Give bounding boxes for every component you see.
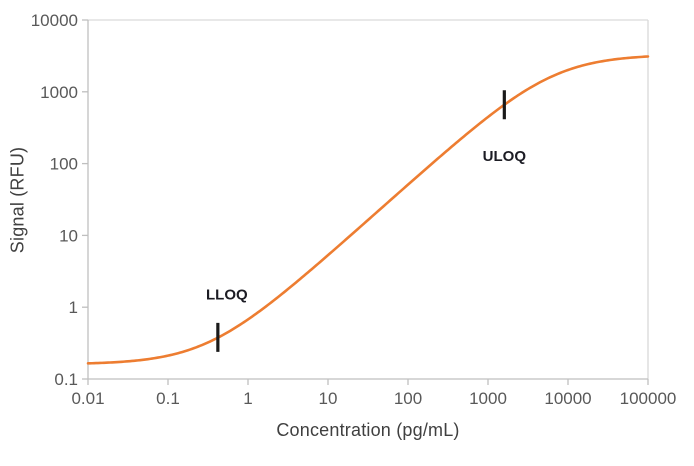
lloq-label: LLOQ — [206, 286, 248, 303]
x-axis-title: Concentration (pg/mL) — [276, 420, 460, 440]
calibration-curve-series — [86, 55, 650, 365]
x-tick-label: 100000 — [620, 389, 677, 408]
x-tick-label: 1 — [243, 389, 252, 408]
x-tick-label: 1000 — [469, 389, 507, 408]
plot-border — [88, 19, 649, 379]
axis-ticks — [82, 19, 649, 385]
y-tick-label: 100 — [50, 155, 78, 174]
calibration-curve-path — [86, 55, 650, 365]
y-axis-title: Signal (RFU) — [7, 146, 28, 254]
x-tick-label: 0.1 — [156, 389, 180, 408]
x-tick-label: 100 — [394, 389, 422, 408]
x-tick-label: 0.01 — [71, 389, 104, 408]
x-tick-label: 10 — [319, 389, 338, 408]
y-tick-label: 0.1 — [54, 370, 78, 389]
axes — [87, 20, 648, 380]
x-tick-label: 10000 — [544, 389, 591, 408]
y-tick-label: 1 — [69, 298, 78, 317]
uloq-label: ULOQ — [483, 148, 527, 165]
y-tick-label: 10 — [59, 226, 78, 245]
lloq-uloq-annotations: LLOQ ULOQ — [206, 90, 526, 352]
y-tick-label: 10000 — [31, 11, 78, 30]
y-tick-label: 1000 — [40, 83, 78, 102]
